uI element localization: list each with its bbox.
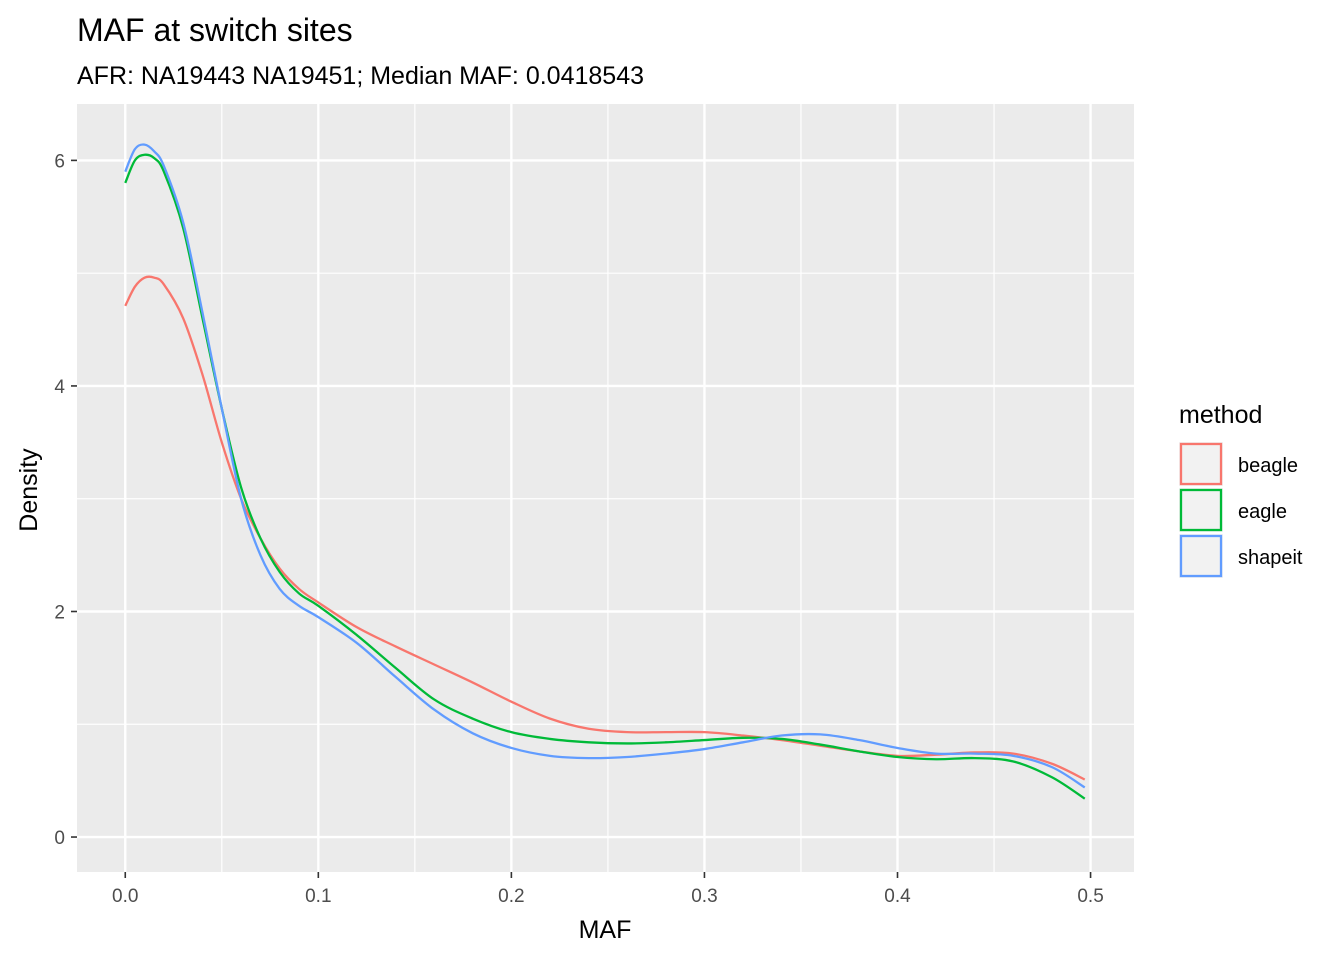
- x-tick-label: 0.1: [305, 886, 331, 907]
- x-tick-label: 0.4: [884, 886, 911, 907]
- legend-key-shapeit: [1179, 534, 1223, 578]
- legend-label-eagle: eagle: [1238, 501, 1287, 523]
- legend: method beagle eagle shapeit: [1179, 401, 1303, 578]
- minor-gridlines: [77, 104, 1134, 872]
- legend-label-beagle: beagle: [1238, 455, 1298, 477]
- chart-title: MAF at switch sites: [77, 12, 353, 48]
- x-axis-title: MAF: [579, 916, 632, 944]
- x-axis-ticks: 0.0 0.1 0.2 0.3 0.4 0.5: [112, 872, 1104, 907]
- legend-key-bg: [1179, 534, 1223, 578]
- y-tick-label: 0: [54, 828, 65, 849]
- y-tick-label: 4: [54, 377, 65, 398]
- y-tick-label: 2: [54, 602, 65, 623]
- y-axis-ticks: 0 2 4 6: [54, 151, 77, 849]
- legend-key-bg: [1179, 442, 1223, 486]
- x-tick-label: 0.5: [1077, 886, 1103, 907]
- major-gridlines: [77, 104, 1134, 872]
- y-tick-label: 6: [54, 151, 65, 172]
- legend-title: method: [1179, 401, 1262, 429]
- legend-label-shapeit: shapeit: [1238, 547, 1303, 569]
- series-lines: [124, 143, 1086, 800]
- x-tick-label: 0.2: [498, 886, 524, 907]
- x-tick-label: 0.0: [112, 886, 138, 907]
- chart-subtitle: AFR: NA19443 NA19451; Median MAF: 0.0418…: [77, 62, 644, 90]
- x-tick-label: 0.3: [691, 886, 717, 907]
- series-line-eagle: [124, 153, 1086, 800]
- legend-key-eagle: [1179, 488, 1223, 532]
- y-axis-title: Density: [15, 448, 43, 532]
- series-line-shapeit: [124, 143, 1086, 789]
- legend-key-beagle: [1179, 442, 1223, 486]
- legend-key-bg: [1179, 488, 1223, 532]
